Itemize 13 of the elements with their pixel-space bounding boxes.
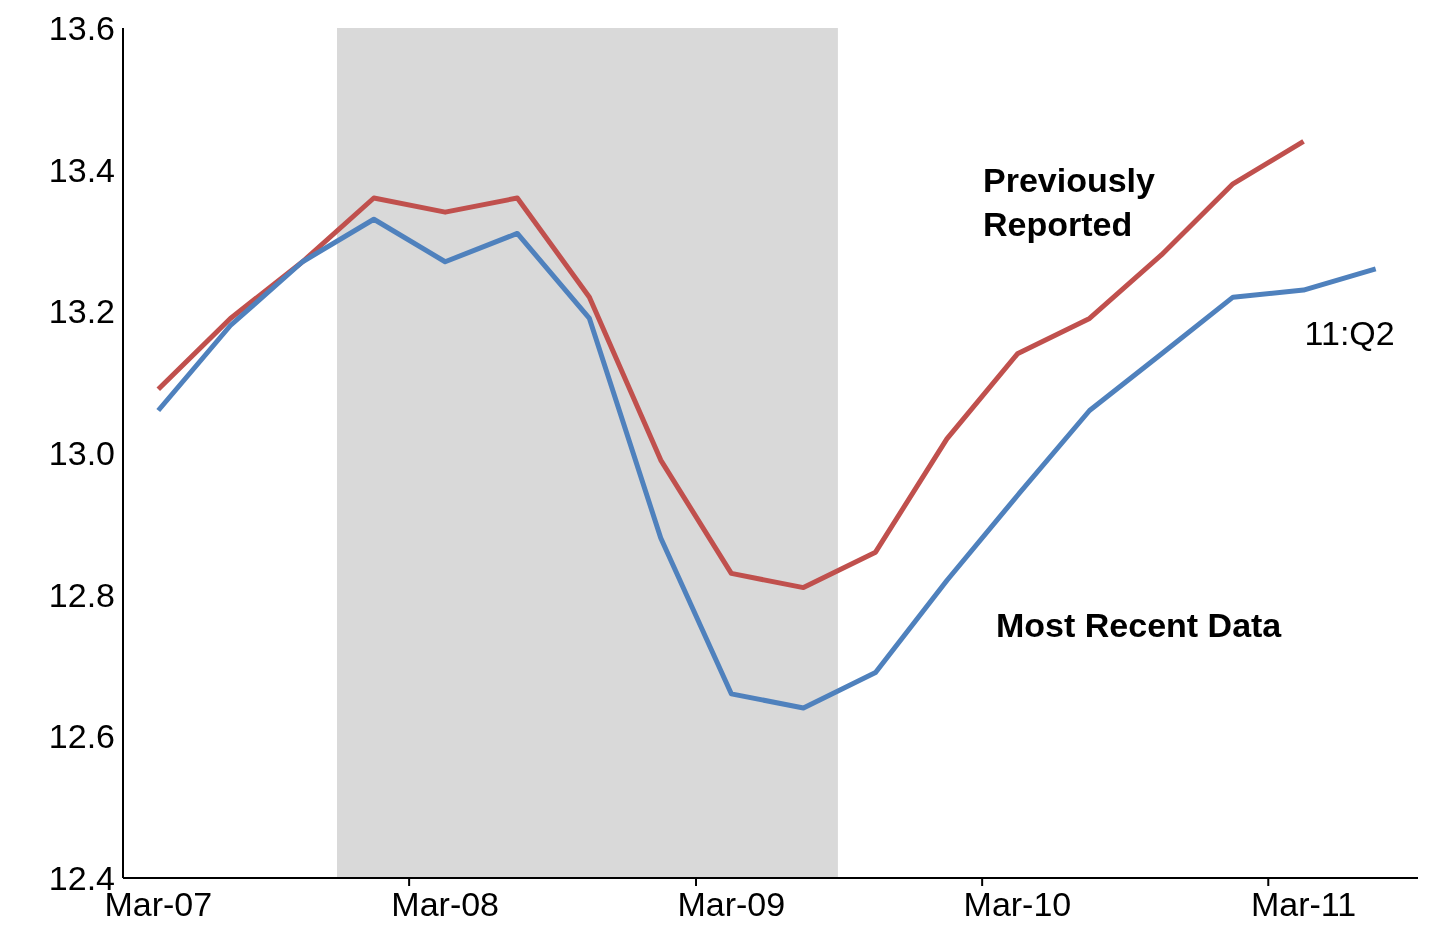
y-tick-label: 13.4 bbox=[48, 150, 115, 189]
y-tick-label: 13.6 bbox=[48, 9, 115, 48]
y-tick-label: 12.6 bbox=[48, 717, 115, 756]
x-tick-label: Mar-08 bbox=[391, 885, 500, 923]
y-tick-label: 13.2 bbox=[48, 292, 115, 331]
x-tick-label: Mar-09 bbox=[677, 885, 786, 923]
x-tick-label: Mar-11 bbox=[1250, 885, 1357, 923]
x-tick-label: Mar-10 bbox=[963, 885, 1072, 923]
y-tick-label: 12.8 bbox=[48, 575, 115, 614]
annotation: 11:Q2 bbox=[1304, 313, 1395, 352]
series-label: Previously Reported bbox=[983, 160, 1156, 245]
y-tick-label: 13.0 bbox=[48, 434, 115, 473]
series-label: Most Recent Data bbox=[996, 605, 1283, 646]
